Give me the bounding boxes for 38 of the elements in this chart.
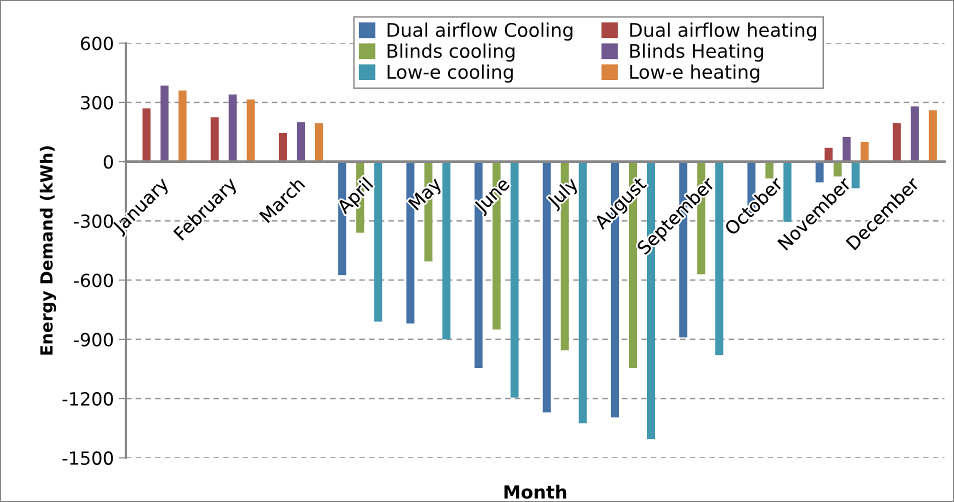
bar bbox=[824, 148, 833, 162]
bar bbox=[715, 162, 724, 356]
bar bbox=[842, 136, 851, 162]
x-axis-title: Month bbox=[504, 484, 566, 499]
y-tick-label: 300 bbox=[81, 96, 113, 110]
bar bbox=[834, 162, 842, 176]
y-tick-label: -300 bbox=[74, 214, 113, 228]
y-tick-label: -600 bbox=[74, 274, 113, 288]
bar bbox=[178, 90, 187, 162]
y-axis-title: Energy Demand (kWh) bbox=[40, 146, 56, 355]
legend-label: Dual airflow Cooling bbox=[388, 22, 572, 41]
bar bbox=[578, 162, 587, 424]
legend-label: Low-e cooling bbox=[388, 64, 513, 83]
bar bbox=[510, 162, 519, 398]
y-tick-label: 600 bbox=[80, 36, 113, 50]
bar bbox=[160, 86, 169, 162]
bar bbox=[442, 162, 450, 340]
bar bbox=[860, 142, 869, 162]
bar bbox=[928, 110, 937, 162]
bar bbox=[228, 94, 237, 162]
bar bbox=[142, 108, 151, 162]
bar bbox=[374, 162, 382, 322]
y-tick-label: -900 bbox=[74, 332, 113, 346]
legend-label: Low-e heating bbox=[630, 64, 760, 83]
bar bbox=[910, 106, 919, 162]
bar bbox=[278, 133, 287, 162]
bar bbox=[314, 123, 323, 162]
bar bbox=[246, 99, 255, 162]
bar bbox=[296, 122, 305, 162]
y-tick-label: -1200 bbox=[62, 392, 113, 406]
bar bbox=[210, 117, 219, 162]
legend-label: Blinds cooling bbox=[388, 43, 514, 62]
y-tick-label: -1500 bbox=[62, 451, 113, 465]
y-tick-label: 0 bbox=[104, 155, 113, 169]
bar bbox=[765, 162, 774, 178]
legend-label: Dual airflow heating bbox=[630, 22, 816, 41]
legend-label: Blinds Heating bbox=[630, 43, 763, 62]
bar bbox=[892, 123, 901, 162]
